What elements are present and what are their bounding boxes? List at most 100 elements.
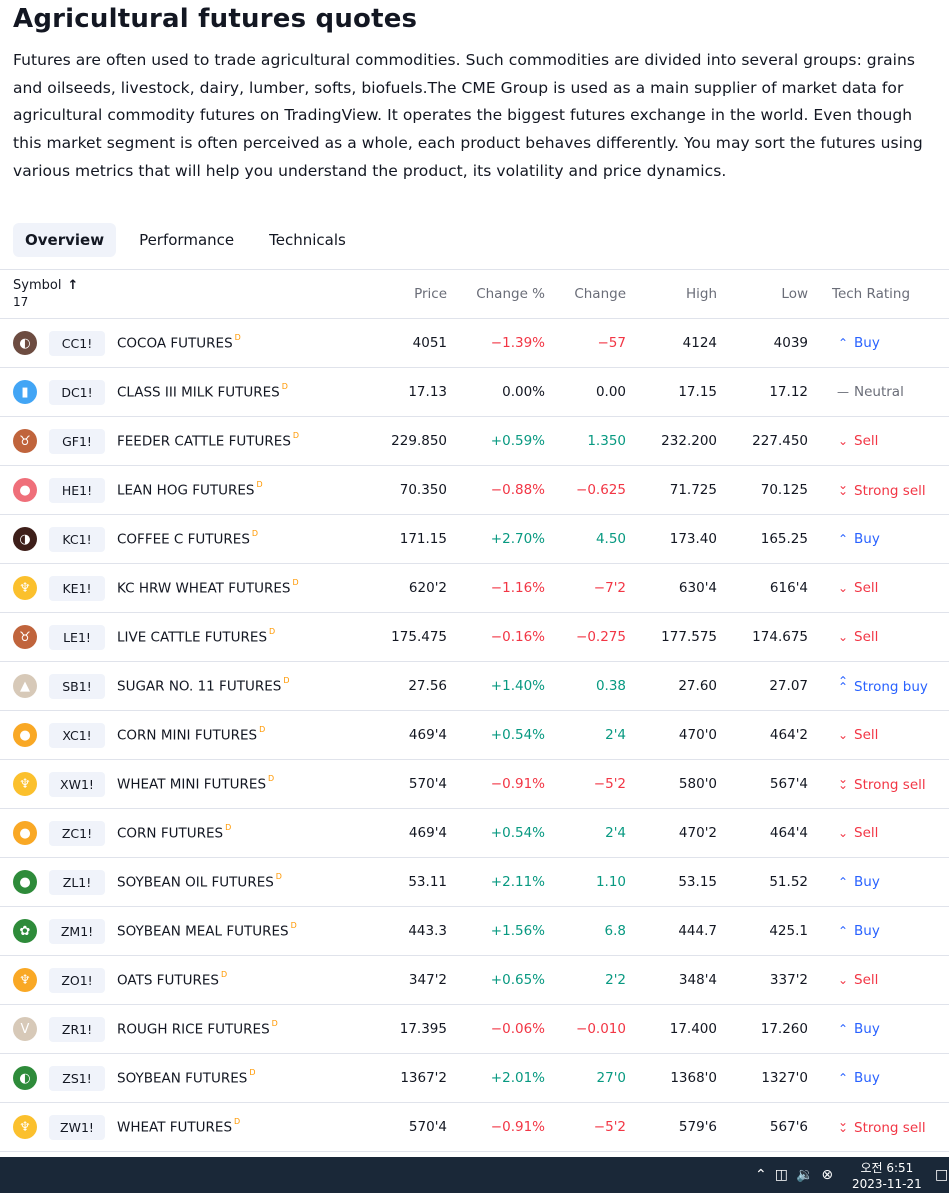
symbol-name-text: KC HRW WHEAT FUTURES bbox=[117, 580, 291, 597]
table-row[interactable]: ♆ KE1! KC HRW WHEAT FUTURES D 620'2 −1.16% −7'… bbox=[0, 564, 949, 613]
symbol-name[interactable]: CORN FUTURES D bbox=[117, 823, 231, 842]
change-pct-cell: −1.39% bbox=[490, 335, 545, 351]
table-row[interactable]: ✿ ZM1! SOYBEAN MEAL FUTURES D 443.3 +1.56% 6.8… bbox=[0, 907, 949, 956]
soybean-icon[interactable]: ◐ bbox=[13, 1066, 37, 1090]
symbol-name[interactable]: LEAN HOG FUTURES D bbox=[117, 480, 263, 499]
symbol-name-text: WHEAT MINI FUTURES bbox=[117, 776, 267, 793]
ticker-badge[interactable]: ZR1! bbox=[49, 1017, 105, 1042]
symbol-name[interactable]: WHEAT MINI FUTURES D bbox=[117, 774, 274, 793]
sugar-icon[interactable]: ▲ bbox=[13, 674, 37, 698]
oats-icon[interactable]: ♆ bbox=[13, 968, 37, 992]
symbol-name[interactable]: COFFEE C FUTURES D bbox=[117, 529, 258, 548]
table-row[interactable]: ♉ LE1! LIVE CATTLE FUTURES D 175.475 −0.16% −0… bbox=[0, 613, 949, 662]
header-price[interactable]: Price bbox=[414, 286, 447, 302]
ticker-badge[interactable]: DC1! bbox=[49, 380, 105, 405]
ticker-badge[interactable]: ZM1! bbox=[49, 919, 105, 944]
symbol-name[interactable]: CORN MINI FUTURES D bbox=[117, 725, 265, 744]
ticker-badge[interactable]: LE1! bbox=[49, 625, 105, 650]
table-row[interactable]: ♉ GF1! FEEDER CATTLE FUTURES D 229.850 +0.59%… bbox=[0, 417, 949, 466]
table-row[interactable]: ▲ SB1! SUGAR NO. 11 FUTURES D 27.56 +1.40% 0.3… bbox=[0, 662, 949, 711]
network-icon[interactable]: ◫ bbox=[774, 1167, 788, 1183]
rice-icon[interactable]: V bbox=[13, 1017, 37, 1041]
table-row[interactable]: ● ZC1! CORN FUTURES D 469'4 +0.54% 2'4 470'2 464… bbox=[0, 809, 949, 858]
ticker-badge[interactable]: ZL1! bbox=[49, 870, 105, 895]
delayed-badge: D bbox=[234, 1117, 241, 1126]
notification-icon[interactable]: □ bbox=[935, 1167, 949, 1183]
ticker-badge[interactable]: ZS1! bbox=[49, 1066, 105, 1091]
hog-icon[interactable]: ● bbox=[13, 478, 37, 502]
symbol-name[interactable]: SUGAR NO. 11 FUTURES D bbox=[117, 676, 289, 695]
table-row[interactable]: ♆ ZO1! OATS FUTURES D 347'2 +0.65% 2'2 348'4 337… bbox=[0, 956, 949, 1005]
cattle-icon[interactable]: ♉ bbox=[13, 625, 37, 649]
symbol-name[interactable]: SOYBEAN FUTURES D bbox=[117, 1068, 256, 1087]
ticker-badge[interactable]: XC1! bbox=[49, 723, 105, 748]
ticker-badge[interactable]: HE1! bbox=[49, 478, 105, 503]
cattle-icon[interactable]: ♉ bbox=[13, 429, 37, 453]
symbol-name-text: CORN MINI FUTURES bbox=[117, 727, 258, 744]
symbol-name[interactable]: LIVE CATTLE FUTURES D bbox=[117, 627, 275, 646]
ticker-badge[interactable]: CC1! bbox=[49, 331, 105, 356]
milk-bottle-icon[interactable]: ▮ bbox=[13, 380, 37, 404]
clock-date: 2023-11-21 bbox=[852, 1177, 922, 1191]
change-cell: −57 bbox=[597, 335, 627, 351]
header-tech-rating[interactable]: Tech Rating bbox=[832, 286, 911, 302]
ticker-badge[interactable]: XW1! bbox=[49, 772, 105, 797]
table-row[interactable]: ● ZL1! SOYBEAN OIL FUTURES D 53.11 +2.11% 1.10… bbox=[0, 858, 949, 907]
ticker-badge[interactable]: SB1! bbox=[49, 674, 105, 699]
symbol-name[interactable]: SOYBEAN MEAL FUTURES D bbox=[117, 921, 297, 940]
ticker-badge[interactable]: ZC1! bbox=[49, 821, 105, 846]
wheat-icon[interactable]: ♆ bbox=[13, 576, 37, 600]
oil-drop-icon[interactable]: ● bbox=[13, 870, 37, 894]
symbol-name[interactable]: COCOA FUTURES D bbox=[117, 333, 241, 352]
symbol-name[interactable]: WHEAT FUTURES D bbox=[117, 1117, 241, 1136]
volume-icon[interactable]: 🔉 bbox=[795, 1167, 814, 1183]
table-header: Symbol ↑ 17 Price Change % Change High Lo… bbox=[0, 270, 949, 319]
header-high[interactable]: High bbox=[685, 286, 717, 302]
wheat-icon[interactable]: ♆ bbox=[13, 772, 37, 796]
table-row[interactable]: ◐ CC1! COCOA FUTURES D 4051 −1.39% −57 4124 4039… bbox=[0, 319, 949, 368]
ticker-badge[interactable]: KE1! bbox=[49, 576, 105, 601]
soy-meal-icon[interactable]: ✿ bbox=[13, 919, 37, 943]
table-row[interactable]: ▮ DC1! CLASS III MILK FUTURES D 17.13 0.00% 0.… bbox=[0, 368, 949, 417]
tech-rating-label: Buy bbox=[854, 1070, 880, 1086]
table-row[interactable]: V ZR1! ROUGH RICE FUTURES D 17.395 −0.06% −0.0… bbox=[0, 1005, 949, 1054]
ticker-badge[interactable]: ZW1! bbox=[49, 1115, 105, 1140]
table-row[interactable]: ● HE1! LEAN HOG FUTURES D 70.350 −0.88% −0.625… bbox=[0, 466, 949, 515]
corn-icon[interactable]: ● bbox=[13, 723, 37, 747]
close-circle-icon[interactable]: ⊗ bbox=[821, 1167, 834, 1183]
chevron-down-icon: ⌄ bbox=[837, 728, 849, 742]
header-low[interactable]: Low bbox=[781, 286, 808, 302]
symbol-name[interactable]: CLASS III MILK FUTURES D bbox=[117, 382, 288, 401]
header-change-pct[interactable]: Change % bbox=[476, 286, 545, 302]
ticker-badge[interactable]: KC1! bbox=[49, 527, 105, 552]
cocoa-bean-icon[interactable]: ◐ bbox=[13, 331, 37, 355]
high-cell: 232.200 bbox=[661, 433, 717, 449]
tech-rating-label: Sell bbox=[854, 825, 879, 841]
header-change[interactable]: Change bbox=[574, 286, 626, 302]
wheat-icon[interactable]: ♆ bbox=[13, 1115, 37, 1139]
table-row[interactable]: ◑ KC1! COFFEE C FUTURES D 171.15 +2.70% 4.50 17… bbox=[0, 515, 949, 564]
symbol-name[interactable]: KC HRW WHEAT FUTURES D bbox=[117, 578, 299, 597]
ticker-badge[interactable]: GF1! bbox=[49, 429, 105, 454]
change-cell: −5'2 bbox=[593, 776, 626, 792]
change-cell: 2'4 bbox=[605, 825, 626, 841]
table-row[interactable]: ◐ ZS1! SOYBEAN FUTURES D 1367'2 +2.01% 27'0 136… bbox=[0, 1054, 949, 1103]
table-row[interactable]: ● XC1! CORN MINI FUTURES D 469'4 +0.54% 2'4 470… bbox=[0, 711, 949, 760]
symbol-name[interactable]: OATS FUTURES D bbox=[117, 970, 227, 989]
header-symbol[interactable]: Symbol ↑ bbox=[13, 278, 78, 293]
tab-performance[interactable]: Performance bbox=[139, 231, 235, 249]
clock[interactable]: 오전 6:51 2023-11-21 bbox=[852, 1160, 922, 1192]
tech-rating-cell: ⌃ Buy bbox=[836, 1070, 880, 1086]
symbol-name[interactable]: ROUGH RICE FUTURES D bbox=[117, 1019, 278, 1038]
double-chevron-down-icon: ⌄ ⌄ bbox=[837, 772, 849, 792]
table-row[interactable]: ♆ XW1! WHEAT MINI FUTURES D 570'4 −0.91% −5'2 5… bbox=[0, 760, 949, 809]
table-row[interactable]: ♆ ZW1! WHEAT FUTURES D 570'4 −0.91% −5'2 579'6 5… bbox=[0, 1103, 949, 1152]
coffee-bean-icon[interactable]: ◑ bbox=[13, 527, 37, 551]
tab-overview[interactable]: Overview bbox=[13, 223, 117, 257]
chevron-up-icon[interactable]: ⌃ bbox=[755, 1167, 767, 1183]
symbol-name[interactable]: SOYBEAN OIL FUTURES D bbox=[117, 872, 282, 891]
corn-icon[interactable]: ● bbox=[13, 821, 37, 845]
ticker-badge[interactable]: ZO1! bbox=[49, 968, 105, 993]
tab-technicals[interactable]: Technicals bbox=[269, 231, 346, 249]
symbol-name[interactable]: FEEDER CATTLE FUTURES D bbox=[117, 431, 299, 450]
